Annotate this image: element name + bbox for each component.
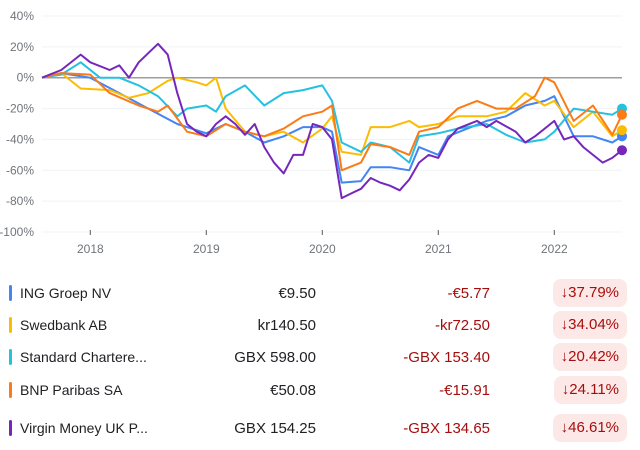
- x-tick-label: 2022: [541, 242, 568, 256]
- y-tick-label: 40%: [10, 9, 34, 23]
- series-end-marker-1: [617, 125, 627, 136]
- x-tick-label: 2019: [193, 242, 220, 256]
- stock-name: ING Groep NV: [20, 285, 112, 301]
- x-tick-label: 2018: [77, 242, 104, 256]
- stock-name: BNP Paribas SA: [20, 382, 123, 398]
- series-color-indicator: [9, 349, 12, 365]
- stock-row[interactable]: Standard Chartere... GBX 598.00 -GBX 153.4…: [0, 342, 640, 372]
- series-line-0: [41, 72, 623, 184]
- series-color-indicator: [9, 317, 12, 333]
- stock-row[interactable]: Swedbank AB kr140.50 -kr72.50 ↓34.04%: [0, 310, 640, 340]
- price-change: -€15.91: [439, 382, 490, 399]
- percent-change-badge: ↓34.04%: [552, 311, 627, 339]
- y-tick-label: 20%: [10, 40, 34, 54]
- stock-price: €9.50: [278, 285, 316, 302]
- series-color-indicator: [9, 420, 12, 436]
- series-line-4: [41, 42, 623, 200]
- stock-row[interactable]: BNP Paribas SA €50.08 -€15.91 ↓24.11%: [0, 375, 640, 405]
- x-tick-label: 2020: [309, 242, 336, 256]
- y-tick-label: -100%: [0, 225, 34, 239]
- stock-row[interactable]: Virgin Money UK P... GBX 154.25 -GBX 134.6…: [0, 413, 640, 443]
- price-change: -kr72.50: [434, 317, 490, 334]
- series-line-3: [41, 72, 623, 172]
- percent-change-badge: ↓20.42%: [552, 343, 627, 371]
- y-tick-label: -40%: [6, 132, 34, 146]
- comparison-chart: 40% 20% 0% -20% -40% -60% -80% -100% 2018 2019 20…: [0, 9, 627, 256]
- stock-price: GBX 154.25: [234, 420, 316, 437]
- series-end-marker-3: [617, 109, 627, 120]
- stock-name: Swedbank AB: [20, 317, 108, 333]
- series-end-marker-4: [617, 145, 627, 156]
- percent-change-badge: ↓37.79%: [552, 279, 627, 307]
- stock-price: GBX 598.00: [234, 349, 316, 366]
- price-change: -GBX 153.40: [403, 349, 490, 366]
- price-change: -€5.77: [447, 285, 490, 302]
- price-change: -GBX 134.65: [403, 420, 490, 437]
- stock-name: Virgin Money UK P...: [20, 420, 148, 436]
- y-tick-label: -20%: [6, 102, 34, 116]
- percent-change-badge: ↓24.11%: [553, 376, 627, 404]
- series-color-indicator: [9, 382, 12, 398]
- stock-name: Standard Chartere...: [20, 349, 147, 365]
- x-tick-label: 2021: [425, 242, 452, 256]
- y-tick-label: -80%: [6, 194, 34, 208]
- y-tick-label: -60%: [6, 163, 34, 177]
- stock-row[interactable]: ING Groep NV €9.50 -€5.77 ↓37.79%: [0, 278, 640, 308]
- stock-price: kr140.50: [257, 317, 316, 334]
- series-color-indicator: [9, 285, 12, 301]
- y-tick-label: 0%: [17, 71, 35, 85]
- series-line-2: [41, 61, 623, 164]
- stock-price: €50.08: [270, 382, 316, 399]
- percent-change-badge: ↓46.61%: [552, 414, 627, 442]
